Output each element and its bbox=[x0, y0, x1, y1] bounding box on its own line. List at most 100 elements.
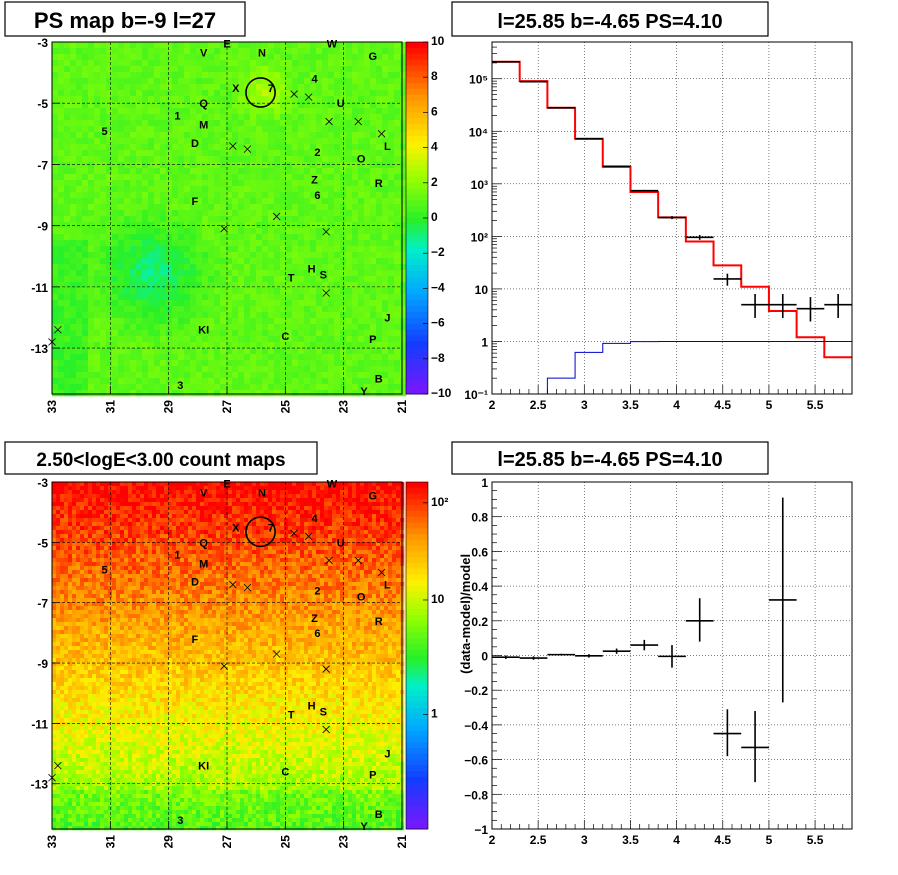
source-label: U bbox=[337, 98, 345, 110]
source-label: E bbox=[223, 479, 230, 491]
x-tick-label: 5 bbox=[766, 833, 773, 847]
source-label: O bbox=[357, 153, 366, 165]
source-label: Y bbox=[360, 386, 368, 398]
x-tick-label: 2 bbox=[489, 833, 496, 847]
y-tick-label: 0.4 bbox=[471, 580, 488, 594]
source-label: D bbox=[191, 577, 199, 589]
data-point bbox=[658, 645, 686, 668]
source-labels: V E N W G 4 X 7 Q U 1 M 5 D L 2 O Z R 6 F H T S J KI C P B 3 Y bbox=[101, 39, 391, 398]
colorbar-frame bbox=[405, 481, 429, 830]
source-label: N bbox=[258, 48, 266, 60]
source-label: S bbox=[320, 270, 327, 282]
x-tick-label: 33 bbox=[45, 835, 59, 849]
y-tick-label: 0.2 bbox=[471, 615, 488, 629]
x-tick-label: 2.5 bbox=[530, 833, 547, 847]
data-point bbox=[575, 654, 603, 658]
x-marker bbox=[354, 117, 363, 126]
x-tick-label: 3 bbox=[581, 833, 588, 847]
source-label: X bbox=[232, 83, 240, 95]
heatmap-cells bbox=[52, 482, 405, 831]
x-tick-label: 4.5 bbox=[714, 398, 731, 412]
y-tick-label: -13 bbox=[31, 778, 49, 792]
x-tick-label: 25 bbox=[278, 835, 292, 849]
chart-title: l=25.85 b=-4.65 PS=4.10 bbox=[497, 11, 722, 33]
x-tick-label: 31 bbox=[103, 835, 117, 849]
y-tick-label: −0.8 bbox=[464, 788, 488, 802]
source-label: O bbox=[357, 592, 366, 604]
y-tick-label: −0.6 bbox=[464, 754, 488, 768]
x-marker bbox=[377, 568, 386, 577]
x-tick-label: 5 bbox=[766, 398, 773, 412]
source-label: B bbox=[375, 374, 383, 386]
source-label: E bbox=[223, 39, 230, 51]
ps-circle bbox=[245, 516, 276, 548]
data-point bbox=[768, 497, 797, 703]
data-point bbox=[602, 648, 631, 654]
source-label: C bbox=[281, 767, 289, 779]
colorbar-tick-label: 1 bbox=[431, 706, 438, 720]
colorbar-tick-label: 10 bbox=[431, 592, 445, 606]
source-label: 2 bbox=[314, 586, 320, 598]
y-tick-label: 10⁻¹ bbox=[464, 388, 488, 402]
x-marker bbox=[377, 130, 386, 138]
x-tick-label: 31 bbox=[103, 400, 117, 414]
source-label: H bbox=[308, 264, 316, 276]
y-tick-label: -9 bbox=[37, 657, 48, 671]
source-label: KI bbox=[198, 761, 209, 773]
data-point bbox=[575, 137, 603, 140]
source-label: 7 bbox=[268, 83, 274, 95]
data-point bbox=[685, 235, 714, 240]
x-marker bbox=[272, 650, 281, 658]
source-label: 2 bbox=[314, 147, 320, 159]
y-tick-label: 10 bbox=[475, 283, 489, 297]
data-point bbox=[658, 216, 686, 220]
x-marker bbox=[304, 532, 313, 541]
source-label: U bbox=[337, 537, 345, 549]
source-label: 1 bbox=[174, 549, 180, 561]
x-tick-label: 3.5 bbox=[622, 833, 639, 847]
source-label: 7 bbox=[268, 522, 274, 534]
grid-lines bbox=[492, 482, 852, 829]
x-tick-label: 4 bbox=[673, 398, 680, 412]
source-label: T bbox=[288, 273, 295, 285]
y-tick-label: 10⁵ bbox=[469, 73, 488, 87]
source-label: L bbox=[384, 580, 391, 592]
source-label: J bbox=[384, 312, 390, 324]
source-label: 5 bbox=[101, 126, 107, 138]
x-marker bbox=[54, 325, 62, 334]
spectrum-panel: 2 2.5 3 3.5 4 4.5 5 5.5 10⁻¹ 1 10 10² 10³ 10⁴ 10⁵ bbox=[464, 41, 853, 412]
x-marker bbox=[290, 90, 298, 98]
source-labels: V E N W G 4 X 7 Q U 1 M 5 D L 2 O Z R 6 F H T S J KI C P B 3 Y bbox=[101, 479, 391, 833]
colorbar-tick-label: 10² bbox=[431, 495, 448, 509]
colorbar-tick-label: 8 bbox=[431, 69, 438, 83]
title-frame bbox=[4, 441, 318, 475]
y-tick-label: -3 bbox=[37, 476, 48, 490]
source-label: 4 bbox=[311, 513, 318, 525]
data-point bbox=[602, 165, 631, 168]
source-label: Y bbox=[360, 821, 368, 833]
source-label: S bbox=[320, 706, 327, 718]
plot-frame bbox=[491, 41, 853, 395]
source-label: C bbox=[281, 331, 289, 343]
x-tick-label: 4 bbox=[673, 833, 680, 847]
chart-title-box-residuals: l=25.85 b=-4.65 PS=4.10 bbox=[451, 441, 769, 475]
y-tick-label: 0 bbox=[481, 650, 488, 664]
source-label: KI bbox=[198, 325, 209, 337]
y-tick-label: −0.4 bbox=[464, 719, 488, 733]
source-label: V bbox=[200, 48, 208, 60]
x-marker bbox=[354, 556, 363, 565]
chart-title-box-spectrum: l=25.85 b=-4.65 PS=4.10 bbox=[451, 1, 769, 37]
x-tick-label: 23 bbox=[337, 400, 351, 414]
x-marker bbox=[322, 665, 330, 673]
source-label: Q bbox=[199, 537, 208, 549]
colorbar-tick-label: 4 bbox=[431, 140, 438, 154]
x-tick-label: 25 bbox=[278, 400, 292, 414]
x-tick-label: 2 bbox=[489, 398, 496, 412]
colorbar: 10 8 6 4 2 0 −2 −4 −6 −8 −10 bbox=[405, 34, 452, 400]
source-label: W bbox=[327, 39, 338, 51]
data-point bbox=[796, 297, 825, 322]
title-frame bbox=[4, 1, 246, 37]
grid-lines bbox=[52, 42, 402, 394]
chart-title-box-count-map: 2.50<logE<3.00 count maps bbox=[4, 441, 318, 475]
data-point bbox=[741, 711, 769, 783]
